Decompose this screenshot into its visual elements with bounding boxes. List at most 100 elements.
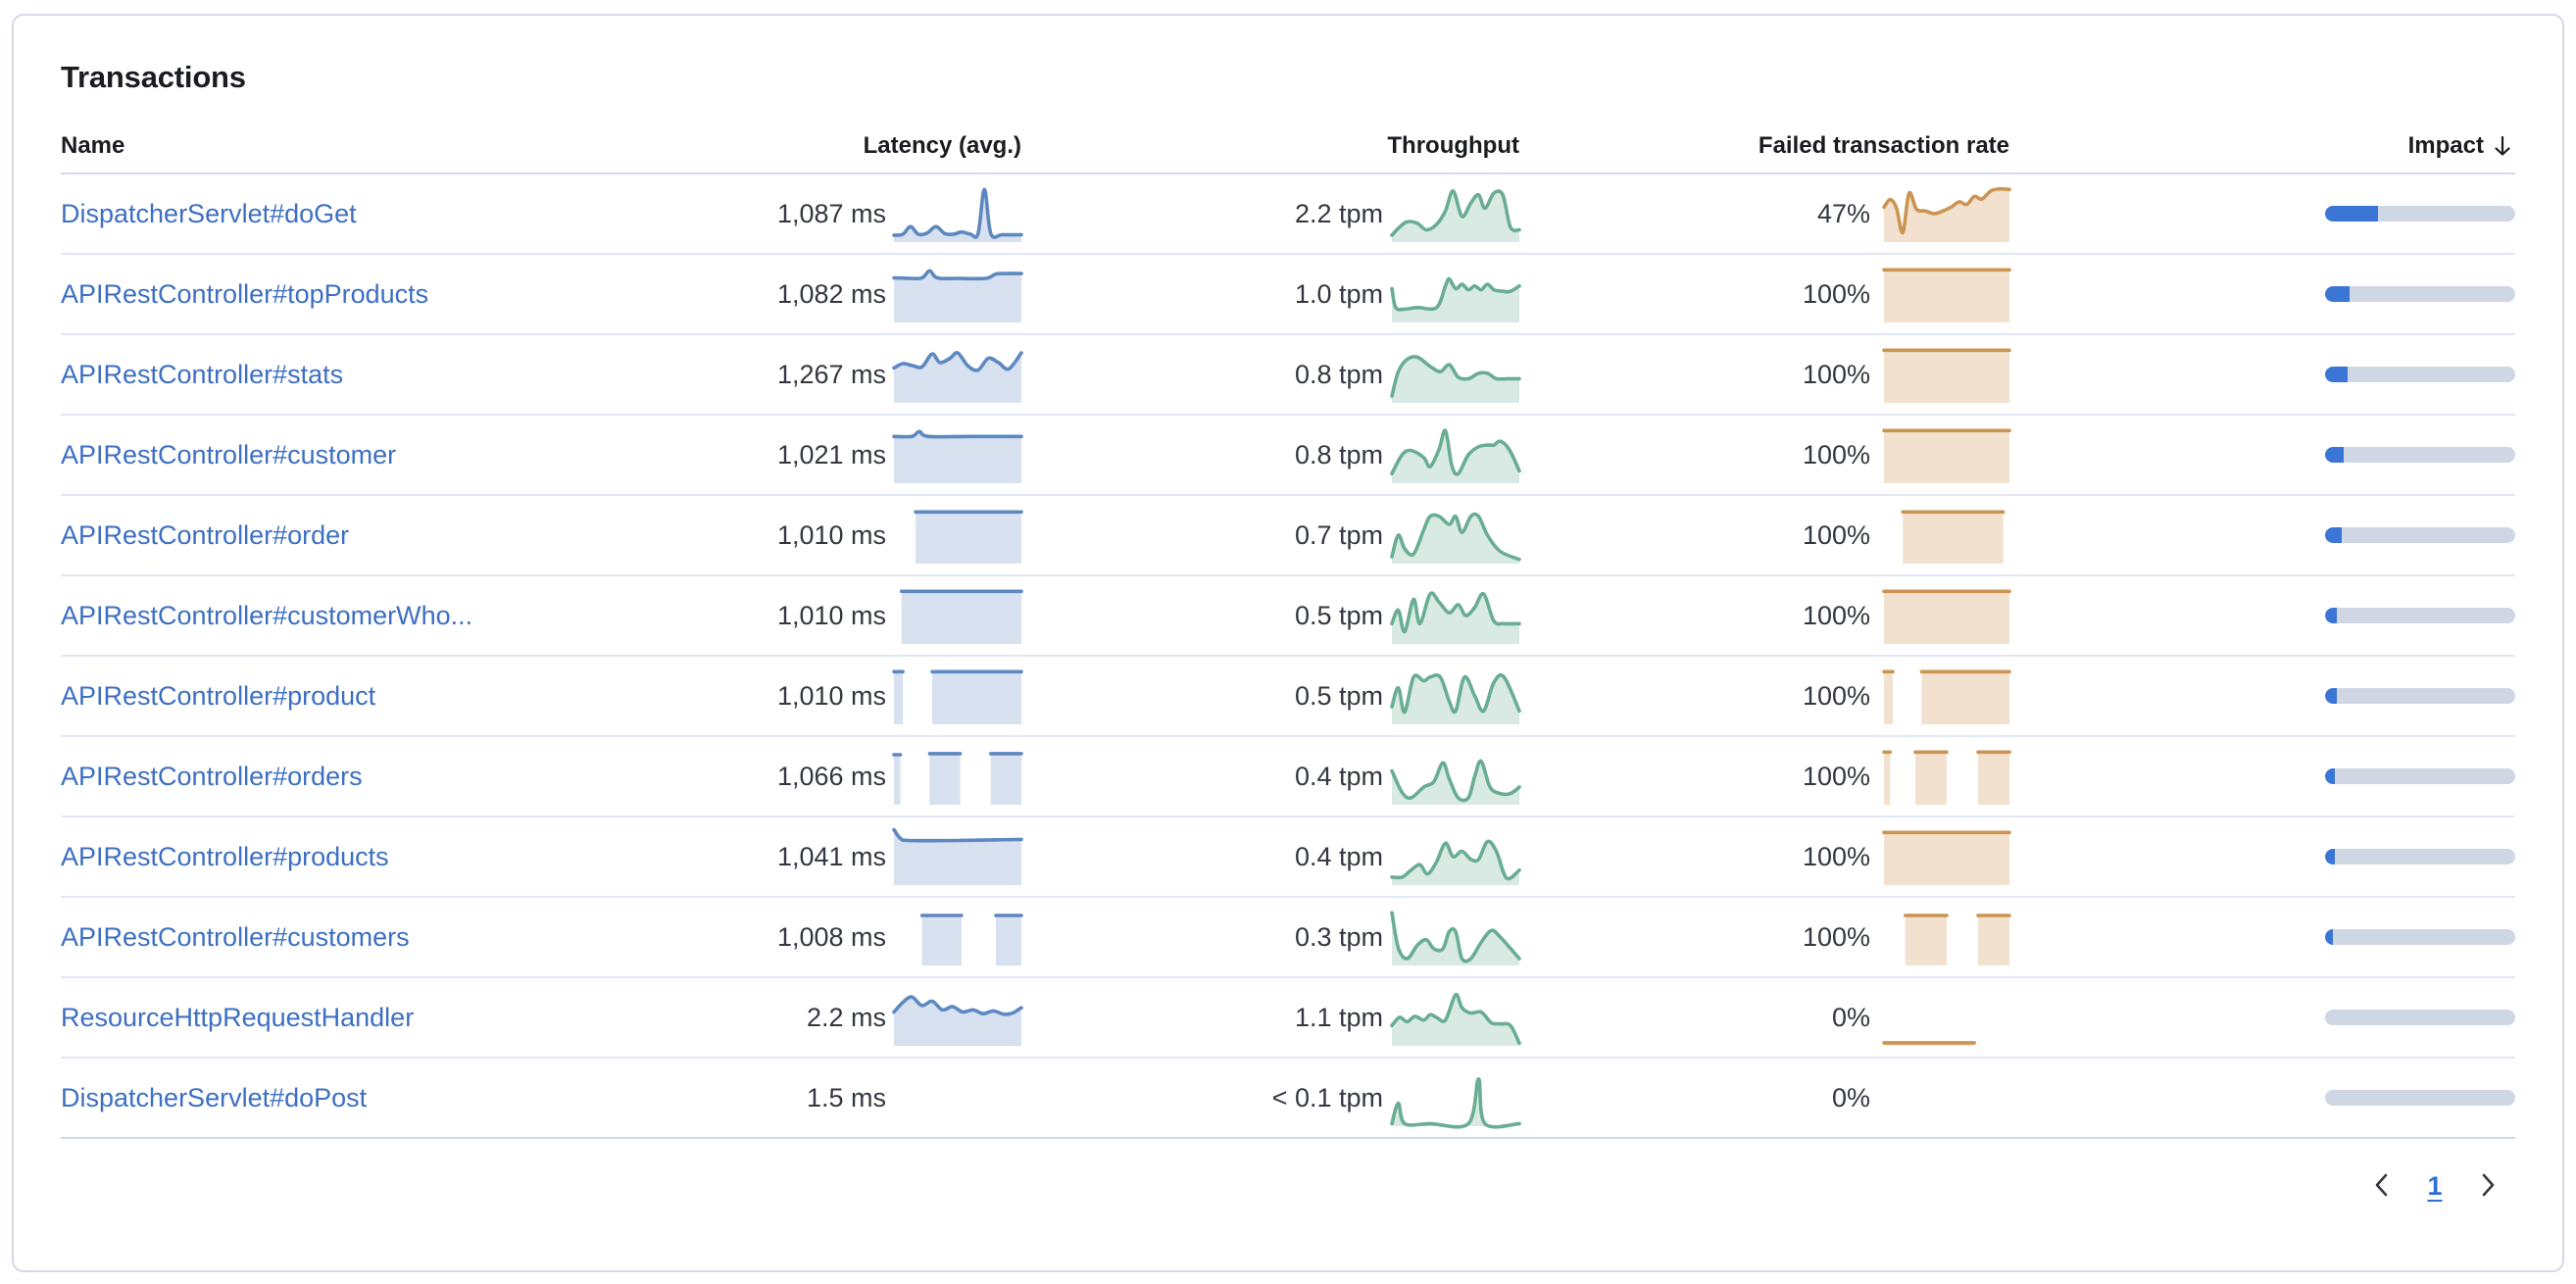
column-header-impact[interactable]: Impact [2408,132,2515,160]
failed-rate-sparkline [1882,587,2011,644]
throughput-sparkline [1390,667,1521,724]
latency-sparkline [894,587,1023,644]
transaction-name-link[interactable]: APIRestController#order [61,519,350,550]
throughput-value: 0.5 tpm [1294,680,1383,711]
latency-value: 1,066 ms [776,761,886,791]
impact-bar [2325,768,2515,784]
column-header-impact-label: Impact [2407,132,2484,159]
throughput-sparkline [1390,1069,1521,1129]
failed-rate-value: 100% [1802,600,1870,630]
transaction-name-link[interactable]: APIRestController#stats [61,359,344,389]
failed-rate-value: 100% [1802,841,1870,871]
table-header-row: Name Latency (avg.) Throughput Failed tr… [61,120,2515,174]
page-number-current[interactable]: 1 [2427,1170,2443,1201]
latency-sparkline [892,185,1023,242]
transaction-name-link[interactable]: APIRestController#topProducts [61,278,429,309]
throughput-value: 0.4 tpm [1294,841,1383,871]
failed-rate-sparkline [1882,185,2011,242]
latency-value: 1,082 ms [776,278,886,309]
impact-bar [2325,1090,2515,1106]
throughput-sparkline [1390,266,1521,322]
impact-bar-fill [2325,849,2335,864]
table-body: DispatcherServlet#doGet 1,087 ms 2.2 tpm… [61,174,2515,1139]
pagination: 1 [61,1139,2515,1233]
throughput-sparkline [1390,909,1521,965]
impact-bar-fill [2325,608,2337,623]
throughput-value: < 0.1 tpm [1271,1082,1383,1112]
failed-rate-value: 0% [1831,1082,1870,1112]
failed-rate-value: 100% [1802,761,1870,791]
throughput-value: 0.8 tpm [1294,359,1383,389]
table-row: ResourceHttpRequestHandler 2.2 ms 1.1 tp… [61,978,2515,1059]
impact-bar [2325,849,2515,864]
throughput-value: 1.1 tpm [1294,1002,1383,1032]
failed-rate-sparkline [1882,748,2011,805]
impact-bar [2325,206,2515,222]
impact-bar [2325,929,2515,945]
transaction-name-link[interactable]: APIRestController#products [61,841,389,871]
previous-page-button[interactable] [2360,1164,2403,1208]
transaction-name-link[interactable]: APIRestController#orders [61,761,363,791]
table-row: DispatcherServlet#doPost 1.5 ms < 0.1 tp… [61,1059,2515,1139]
failed-rate-sparkline [1882,828,2011,885]
latency-value: 2.2 ms [806,1002,886,1032]
failed-rate-sparkline [1882,989,2009,1046]
failed-rate-value: 100% [1802,439,1870,469]
transaction-name-link[interactable]: ResourceHttpRequestHandler [61,1002,415,1032]
failed-rate-value: 100% [1802,359,1870,389]
panel-title: Transactions [61,60,246,94]
latency-value: 1,087 ms [776,198,886,228]
latency-sparkline [892,266,1023,322]
latency-value: 1,010 ms [776,680,886,711]
latency-value: 1,267 ms [776,359,886,389]
table-row: APIRestController#products 1,041 ms 0.4 … [61,817,2515,898]
impact-bar [2325,286,2515,302]
table-row: APIRestController#orders 1,066 ms 0.4 tp… [61,737,2515,817]
impact-bar-fill [2325,367,2349,382]
failed-rate-value: 100% [1802,921,1870,952]
latency-value: 1,010 ms [776,519,886,550]
latency-value: 1,008 ms [776,921,886,952]
throughput-value: 0.5 tpm [1294,600,1383,630]
failed-rate-sparkline [1882,667,2011,724]
latency-sparkline [894,1069,1021,1126]
failed-rate-value: 0% [1831,1002,1870,1032]
latency-sparkline [892,426,1023,483]
transaction-name-link[interactable]: APIRestController#customer [61,439,397,469]
latency-value: 1,010 ms [776,600,886,630]
failed-rate-sparkline [1882,346,2011,403]
latency-sparkline [894,507,1023,564]
throughput-value: 2.2 tpm [1294,198,1383,228]
next-page-button[interactable] [2466,1164,2509,1208]
failed-rate-value: 47% [1816,198,1870,228]
transaction-name-link[interactable]: DispatcherServlet#doPost [61,1082,368,1112]
throughput-sparkline [1390,748,1521,805]
throughput-value: 0.3 tpm [1294,921,1383,952]
column-header-name: Name [61,132,125,159]
throughput-sparkline [1390,828,1521,885]
impact-bar [2325,447,2515,463]
latency-value: 1.5 ms [806,1082,886,1112]
transaction-name-link[interactable]: APIRestController#product [61,680,376,711]
table-row: APIRestController#product 1,010 ms 0.5 t… [61,657,2515,737]
failed-rate-sparkline [1882,426,2011,483]
throughput-value: 0.4 tpm [1294,761,1383,791]
transaction-name-link[interactable]: APIRestController#customerWho... [61,600,473,630]
failed-rate-value: 100% [1802,278,1870,309]
latency-sparkline [892,667,1023,724]
impact-bar [2325,367,2515,382]
throughput-sparkline [1390,507,1521,564]
impact-bar-fill [2325,688,2337,704]
transaction-name-link[interactable]: DispatcherServlet#doGet [61,198,357,228]
impact-bar-fill [2325,206,2379,222]
impact-bar-fill [2325,768,2335,784]
throughput-value: 0.8 tpm [1294,439,1383,469]
latency-sparkline [894,909,1023,965]
failed-rate-sparkline [1882,266,2011,322]
table-row: APIRestController#customer 1,021 ms 0.8 … [61,416,2515,496]
throughput-sparkline [1390,989,1521,1046]
impact-bar [2325,608,2515,623]
latency-value: 1,021 ms [776,439,886,469]
impact-bar [2325,1010,2515,1025]
transaction-name-link[interactable]: APIRestController#customers [61,921,410,952]
